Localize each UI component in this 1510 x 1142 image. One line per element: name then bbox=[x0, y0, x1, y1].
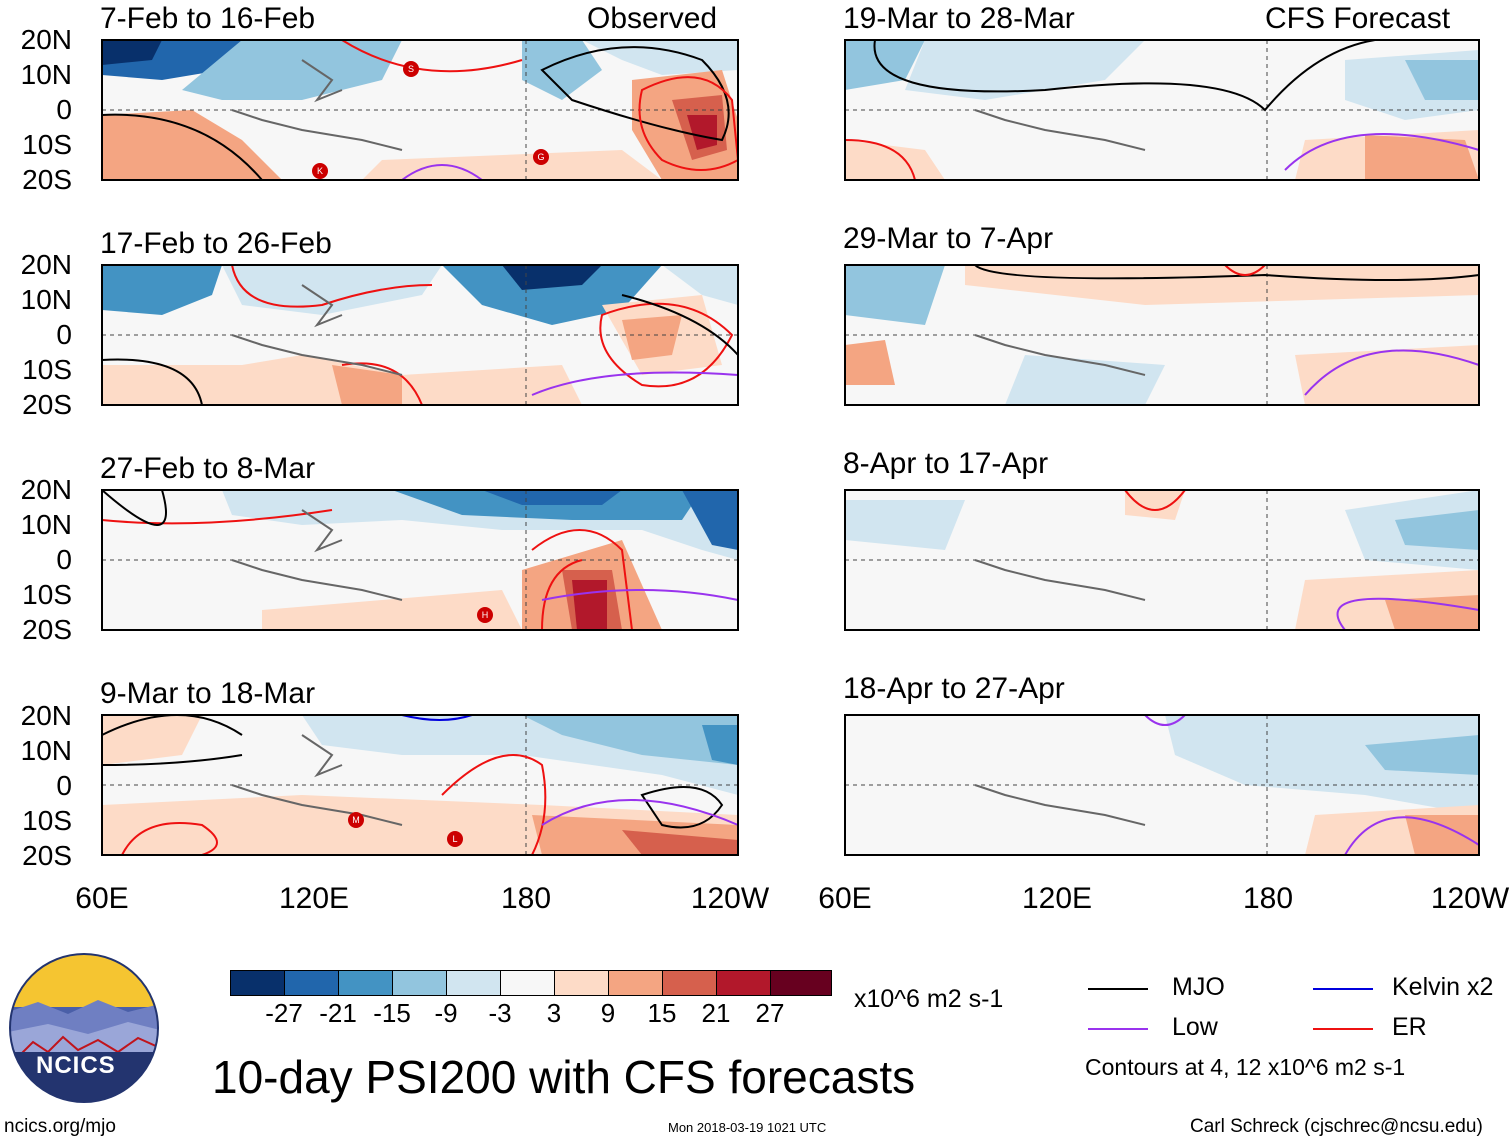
storm-marker: H bbox=[477, 607, 493, 623]
lat-label: 20S bbox=[22, 389, 72, 420]
lat-label: 20S bbox=[22, 840, 72, 871]
panel-title-4: 9-Mar to 18-Mar bbox=[100, 677, 316, 710]
colorbar-swatch bbox=[500, 970, 556, 996]
map-panel-2 bbox=[101, 264, 739, 406]
lon-label: 120E bbox=[278, 882, 350, 915]
colorbar-swatch bbox=[230, 970, 286, 996]
colorbar-tick: 27 bbox=[755, 998, 785, 1028]
colorbar-swatch bbox=[662, 970, 718, 996]
colorbar-tick: -3 bbox=[488, 998, 512, 1028]
colorbar-tick: -21 bbox=[319, 998, 357, 1028]
website-link[interactable]: ncics.org/mjo bbox=[4, 1116, 116, 1137]
colorbar-swatch bbox=[446, 970, 502, 996]
credit: Carl Schreck (cjschrec@ncsu.edu) bbox=[1190, 1116, 1483, 1137]
ncics-logo bbox=[9, 953, 159, 1103]
storm-marker: M bbox=[348, 812, 364, 828]
panel-title-6: 29-Mar to 7-Apr bbox=[843, 222, 1054, 255]
legend-line-low bbox=[1088, 1028, 1148, 1030]
storm-marker: L bbox=[447, 831, 463, 847]
colorbar-tick: 21 bbox=[701, 998, 731, 1028]
lon-label: 120E bbox=[1021, 882, 1093, 915]
colorbar-swatch bbox=[338, 970, 394, 996]
lat-label: 10N bbox=[20, 735, 72, 766]
map-panel-7 bbox=[844, 489, 1480, 631]
storm-marker: G bbox=[533, 149, 549, 165]
lon-label: 120W bbox=[1430, 882, 1510, 915]
colorbar-tick: 3 bbox=[546, 998, 562, 1028]
lat-label: 20N bbox=[20, 474, 72, 505]
colorbar-swatch bbox=[284, 970, 340, 996]
panel-title-1: 7-Feb to 16-Feb bbox=[100, 2, 316, 35]
colorbar-swatch bbox=[608, 970, 664, 996]
lat-label: 0 bbox=[56, 770, 72, 801]
colorbar-units: x10^6 m2 s-1 bbox=[854, 985, 1004, 1013]
legend-line-kelvin bbox=[1313, 988, 1373, 990]
colorbar-swatch bbox=[716, 970, 772, 996]
lon-label: 180 bbox=[1242, 882, 1294, 915]
panel-title-5: 19-Mar to 28-Mar bbox=[843, 2, 1075, 35]
map-panel-5 bbox=[844, 39, 1480, 181]
panel-title-2: 17-Feb to 26-Feb bbox=[100, 227, 332, 260]
panel-title-8: 18-Apr to 27-Apr bbox=[843, 672, 1065, 705]
lat-label: 0 bbox=[56, 319, 72, 350]
lon-label: 180 bbox=[500, 882, 552, 915]
lat-label: 20S bbox=[22, 164, 72, 195]
lat-label: 0 bbox=[56, 94, 72, 125]
storm-marker: S bbox=[403, 61, 419, 77]
colorbar-swatch bbox=[770, 970, 832, 996]
forecast-label: CFS Forecast bbox=[1265, 2, 1451, 35]
lat-label: 10N bbox=[20, 509, 72, 540]
map-panel-1 bbox=[101, 39, 740, 181]
legend-line-mjo bbox=[1088, 988, 1148, 990]
lat-label: 20N bbox=[20, 700, 72, 731]
colorbar-swatch bbox=[392, 970, 448, 996]
colorbar-tick: 9 bbox=[600, 998, 616, 1028]
legend-label-mjo: MJO bbox=[1172, 973, 1225, 1001]
legend-line-er bbox=[1313, 1028, 1373, 1030]
panel-title-3: 27-Feb to 8-Mar bbox=[100, 452, 316, 485]
logo-text: NCICS bbox=[36, 1052, 116, 1079]
lat-label: 20S bbox=[22, 614, 72, 645]
lat-label: 10S bbox=[22, 805, 72, 836]
map-panel-6 bbox=[844, 264, 1480, 406]
lat-label: 10N bbox=[20, 284, 72, 315]
lat-label: 20N bbox=[20, 249, 72, 280]
colorbar-swatch bbox=[554, 970, 610, 996]
map-title: 10-day PSI200 with CFS forecasts bbox=[212, 1051, 916, 1103]
lat-label: 20N bbox=[20, 24, 72, 55]
lat-label: 0 bbox=[56, 544, 72, 575]
lon-label: 60E bbox=[75, 882, 129, 915]
timestamp: Mon 2018-03-19 1021 UTC bbox=[668, 1120, 827, 1135]
lon-label: 120W bbox=[690, 882, 770, 915]
colorbar-tick: -9 bbox=[434, 998, 458, 1028]
map-panel-8 bbox=[844, 714, 1480, 856]
colorbar-tick: 15 bbox=[647, 998, 677, 1028]
lat-label: 10S bbox=[22, 354, 72, 385]
colorbar-tick: -27 bbox=[265, 998, 303, 1028]
panel-title-7: 8-Apr to 17-Apr bbox=[843, 447, 1049, 480]
contours-note: Contours at 4, 12 x10^6 m2 s-1 bbox=[1085, 1054, 1406, 1080]
lat-label: 10S bbox=[22, 129, 72, 160]
legend-label-low: Low bbox=[1172, 1013, 1218, 1041]
map-panel-4 bbox=[101, 714, 739, 856]
observed-label: Observed bbox=[587, 2, 718, 35]
colorbar-tick: -15 bbox=[373, 998, 411, 1028]
legend-label-er: ER bbox=[1392, 1013, 1427, 1041]
lon-label: 60E bbox=[818, 882, 872, 915]
lat-label: 10N bbox=[20, 59, 72, 90]
storm-marker: K bbox=[312, 163, 328, 179]
legend-label-kelvin: Kelvin x2 bbox=[1392, 973, 1494, 1001]
map-panel-3 bbox=[101, 489, 739, 631]
lat-label: 10S bbox=[22, 579, 72, 610]
